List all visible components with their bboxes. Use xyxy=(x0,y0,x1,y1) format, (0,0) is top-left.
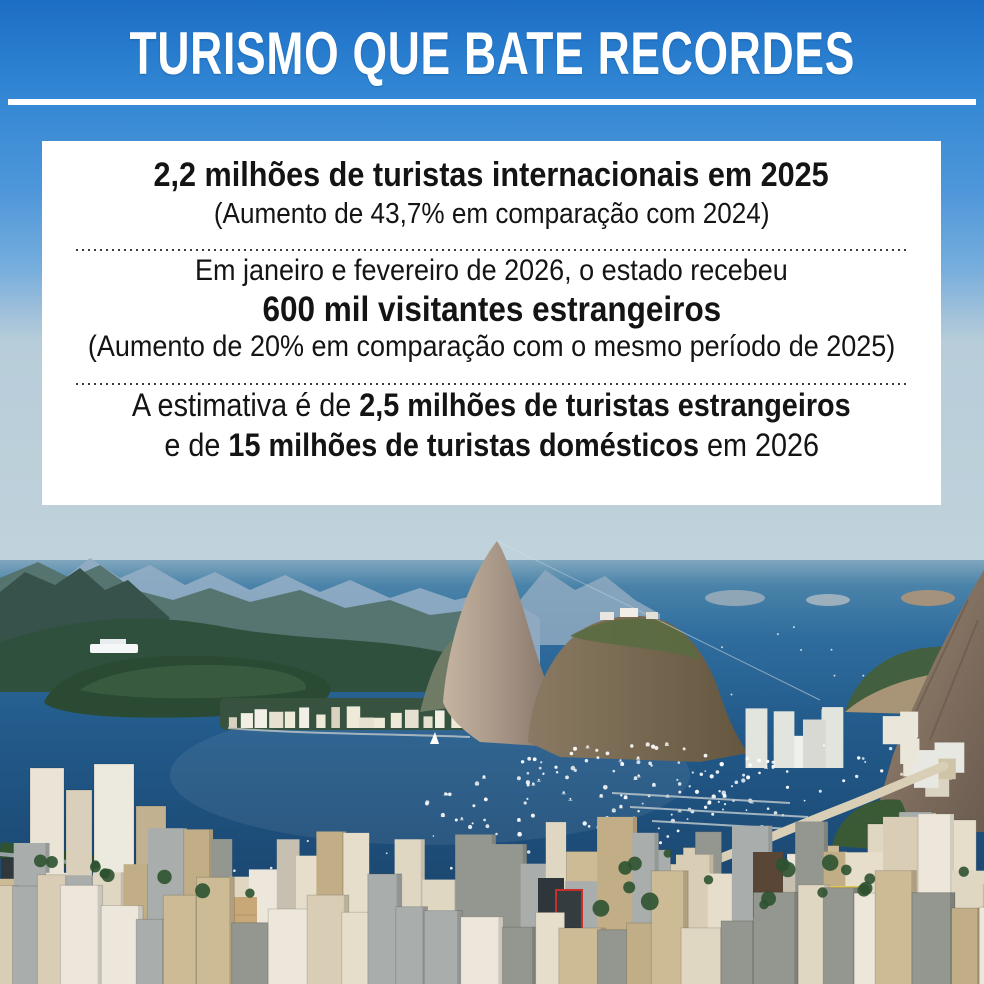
dotted-divider xyxy=(75,383,908,385)
stat-2026ytd-line2: 600 mil visitantes estrangeiros xyxy=(262,290,721,329)
stat-2026ytd-line3: (Aumento de 20% em comparação com o mesm… xyxy=(87,330,896,363)
stat-estimate-line2: e de 15 milhões de turistas domésticos e… xyxy=(164,427,819,463)
dotted-divider xyxy=(75,249,908,251)
sugarloaf-mountain xyxy=(443,541,568,746)
page-title: TURISMO QUE BATE RECORDES xyxy=(129,20,855,87)
header: TURISMO QUE BATE RECORDES xyxy=(0,22,984,86)
title-underline xyxy=(8,99,976,105)
cruise-ship xyxy=(90,639,138,653)
stat-2026ytd-line1: Em janeiro e fevereiro de 2026, o estado… xyxy=(195,254,788,287)
stats-panel: 2,2 milhões de turistas internacionais e… xyxy=(42,141,941,505)
stat-2025-headline: 2,2 milhões de turistas internacionais e… xyxy=(153,156,830,194)
stat-2025-subline: (Aumento de 43,7% em comparação com 2024… xyxy=(213,198,770,230)
stat-estimate-line1: A estimativa é de 2,5 milhões de turista… xyxy=(132,387,851,423)
